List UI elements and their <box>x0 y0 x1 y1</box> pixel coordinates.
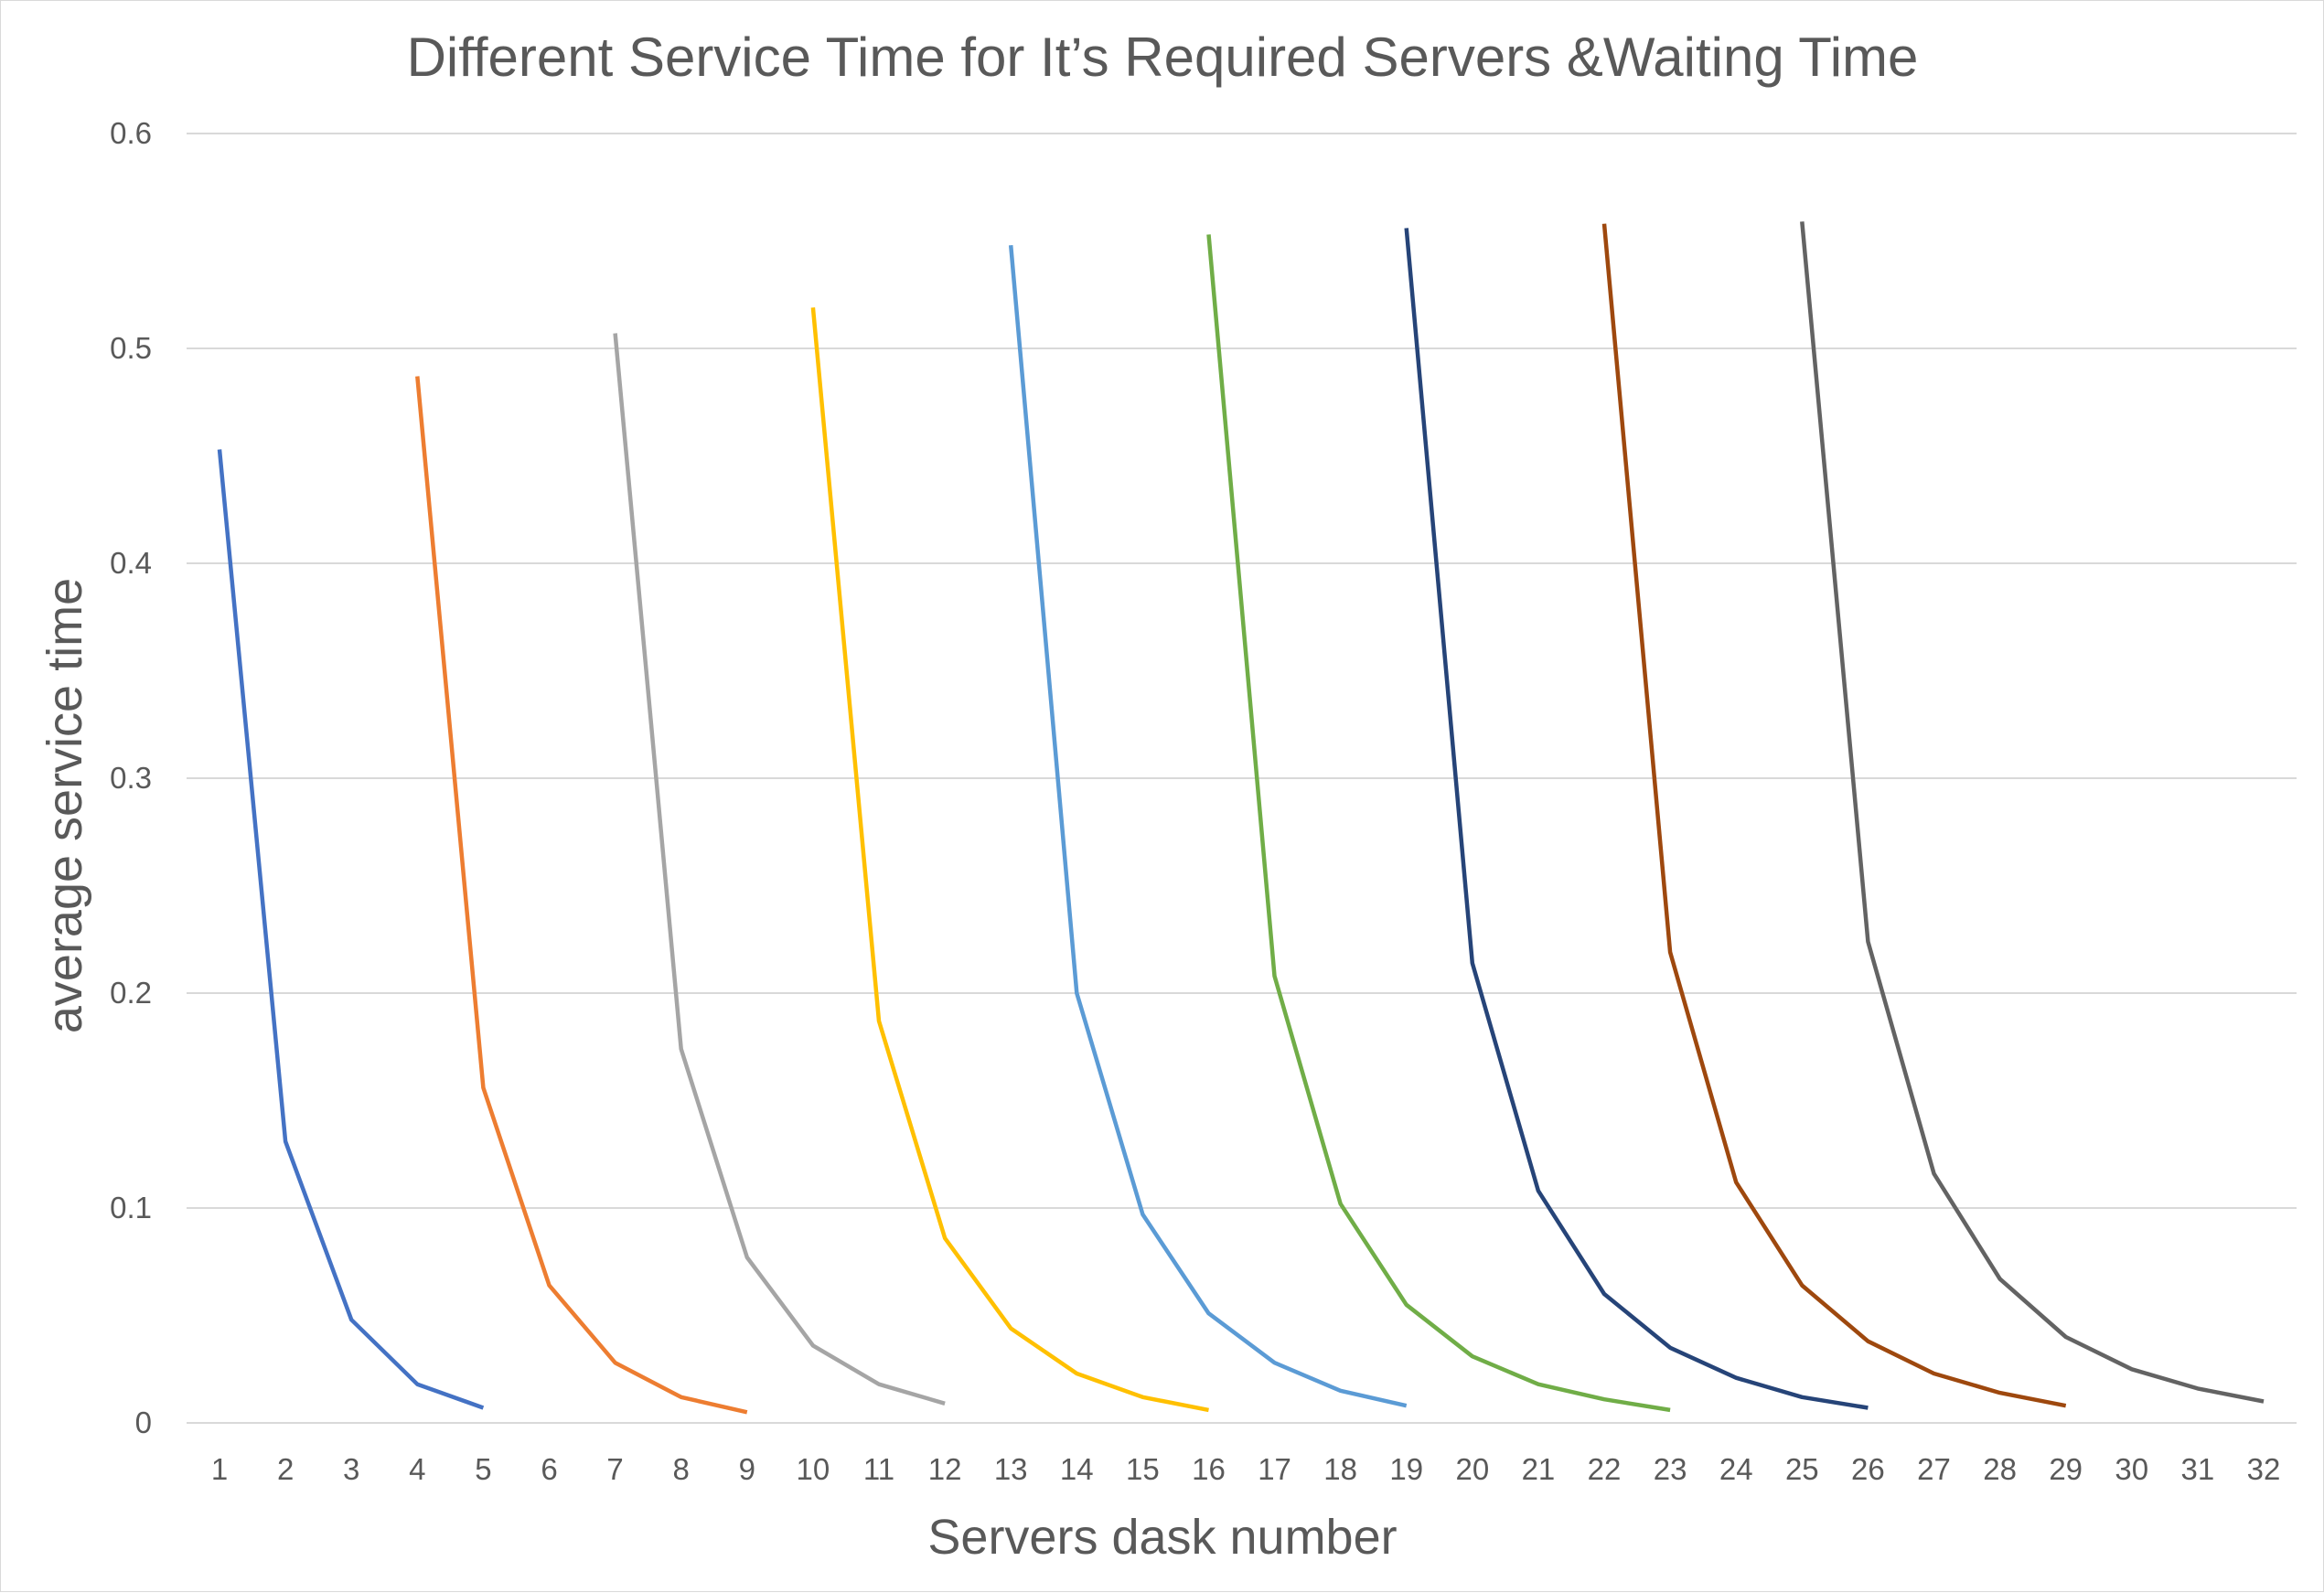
x-tick-label: 5 <box>475 1452 491 1486</box>
x-tick-label: 25 <box>1785 1452 1819 1486</box>
y-tick-label: 0.2 <box>110 976 152 1010</box>
x-tick-label: 28 <box>1983 1452 2017 1486</box>
x-tick-label: 1 <box>211 1452 228 1486</box>
x-tick-label: 16 <box>1192 1452 1226 1486</box>
x-tick-label: 21 <box>1522 1452 1556 1486</box>
y-axis-ticks: 0 0.1 0.2 0.3 0.4 0.5 0.6 <box>110 116 152 1439</box>
x-tick-label: 6 <box>541 1452 557 1486</box>
x-tick-label: 10 <box>797 1452 830 1486</box>
x-tick-label: 2 <box>277 1452 294 1486</box>
x-tick-label: 31 <box>2181 1452 2215 1486</box>
y-tick-label: 0 <box>135 1406 152 1439</box>
x-tick-label: 11 <box>863 1452 894 1486</box>
y-tick-label: 0.4 <box>110 546 152 580</box>
x-tick-label: 14 <box>1060 1452 1094 1486</box>
series-line-2 <box>415 376 748 1415</box>
y-tick-label: 0.1 <box>110 1191 152 1224</box>
y-tick-label: 0.3 <box>110 761 152 795</box>
x-tick-label: 30 <box>2115 1452 2148 1486</box>
x-tick-label: 15 <box>1126 1452 1160 1486</box>
x-tick-label: 18 <box>1323 1452 1357 1486</box>
series-line-6 <box>1206 234 1671 1413</box>
series-line-9 <box>1800 221 2265 1404</box>
x-tick-label: 27 <box>1917 1452 1951 1486</box>
x-tick-label: 24 <box>1719 1452 1753 1486</box>
x-tick-label: 9 <box>739 1452 755 1486</box>
x-axis-ticks: 1 2 3 4 5 6 7 8 9 10 11 12 13 14 15 16 17 18 19 20 21 22 23 24 2… <box>211 1452 2280 1486</box>
x-tick-label: 3 <box>343 1452 359 1486</box>
series-line-4 <box>810 307 1209 1413</box>
x-tick-label: 7 <box>606 1452 623 1486</box>
x-tick-label: 32 <box>2247 1452 2281 1486</box>
series-line-1 <box>217 449 485 1410</box>
series-line-3 <box>613 333 946 1406</box>
series-lines <box>217 221 2265 1415</box>
y-axis-title: average service time <box>37 578 92 1033</box>
x-tick-label: 17 <box>1258 1452 1291 1486</box>
x-tick-label: 19 <box>1389 1452 1423 1486</box>
gridlines <box>187 133 2297 1424</box>
x-tick-label: 8 <box>673 1452 690 1486</box>
x-tick-label: 4 <box>409 1452 425 1486</box>
x-tick-label: 20 <box>1455 1452 1489 1486</box>
y-tick-label: 0.6 <box>110 116 152 150</box>
x-axis-title: Servers dask number <box>927 1510 1397 1565</box>
chart-title: Different Service Time for It’s Required… <box>407 27 1919 88</box>
y-tick-label: 0.5 <box>110 331 152 365</box>
x-tick-label: 12 <box>928 1452 962 1486</box>
x-tick-label: 23 <box>1654 1452 1687 1486</box>
series-line-7 <box>1404 228 1869 1410</box>
x-tick-label: 22 <box>1588 1452 1622 1486</box>
series-line-8 <box>1601 223 2067 1408</box>
series-line-5 <box>1008 245 1408 1408</box>
x-tick-label: 26 <box>1851 1452 1885 1486</box>
x-tick-label: 13 <box>994 1452 1028 1486</box>
x-tick-label: 29 <box>2049 1452 2083 1486</box>
